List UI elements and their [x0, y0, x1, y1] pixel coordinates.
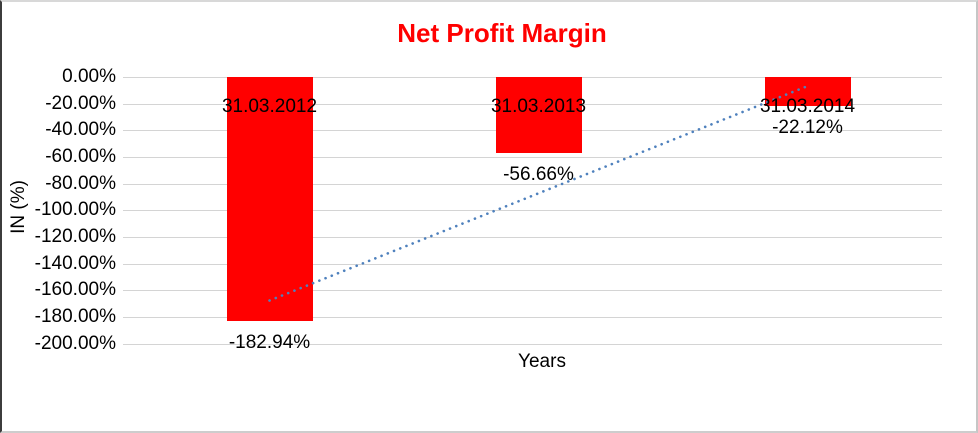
y-axis-tick-label: -100.00% — [34, 199, 116, 221]
gridline — [123, 343, 942, 345]
category-label: 31.03.2012 — [221, 96, 318, 117]
y-axis-tick-label: -40.00% — [45, 119, 116, 141]
category-label: 31.03.2014 — [759, 96, 856, 117]
data-label: -22.12% — [772, 117, 843, 139]
gridline — [123, 317, 942, 318]
data-label: -182.94% — [228, 331, 311, 353]
y-axis-tick-label: -20.00% — [45, 92, 116, 114]
chart-title[interactable]: Net Profit Margin — [397, 18, 607, 48]
y-axis-tick-label: -180.00% — [34, 306, 116, 327]
category-label: 31.03.2013 — [490, 96, 587, 117]
y-axis-tick-label: -140.00% — [34, 252, 116, 274]
y-axis-tick-label: -200.00% — [34, 332, 116, 354]
y-axis-tick-label: 0.00% — [62, 66, 116, 87]
y-axis-tick-label: -160.00% — [34, 279, 116, 301]
y-axis-tick-label: -60.00% — [45, 146, 116, 167]
x-axis-title[interactable]: Years — [518, 351, 566, 372]
y-axis-title[interactable]: IN (%) — [8, 180, 29, 234]
y-axis-tick-label: -120.00% — [34, 226, 116, 247]
y-axis-tick-label: -80.00% — [45, 172, 116, 194]
data-label: -56.66% — [503, 163, 574, 185]
